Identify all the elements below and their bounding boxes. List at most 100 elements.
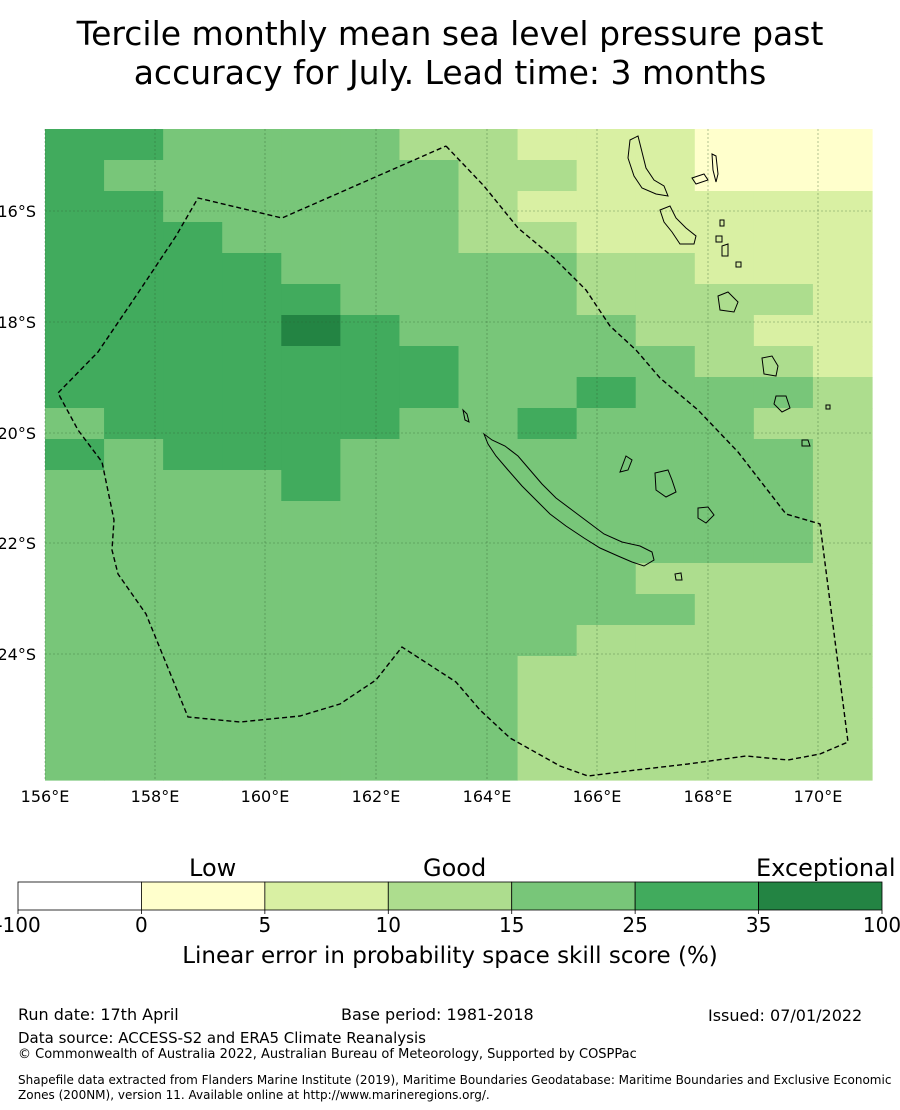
grid-cell: [576, 160, 637, 192]
island-epi: [721, 243, 729, 257]
grid-cell: [458, 470, 519, 502]
skill-grid: [45, 129, 873, 781]
grid-cell: [576, 222, 637, 254]
colorbar-ticks: -100 0 5 10 15 25 35 100: [0, 910, 900, 937]
grid-cell: [753, 532, 814, 564]
grid-cell: [222, 408, 282, 440]
base-period: Base period: 1981-2018: [341, 1005, 534, 1024]
grid-cell: [458, 377, 519, 409]
grid-cell: [399, 594, 460, 626]
grid-cell: [753, 501, 814, 533]
grid-cell: [812, 129, 873, 161]
grid-cell: [45, 749, 105, 781]
grid-cell: [222, 501, 282, 533]
grid-cell: [163, 377, 223, 409]
issued-date: Issued: 07/01/2022: [708, 1006, 863, 1025]
grid-cell: [340, 625, 401, 657]
grid-cell: [163, 315, 223, 347]
grid-cell: [576, 501, 637, 533]
map-title: Tercile monthly mean sea level pressure …: [0, 14, 900, 92]
grid-cell: [104, 718, 164, 750]
grid-cell: [340, 253, 401, 285]
lat-tick-label: 24°S: [0, 645, 36, 664]
grid-cell: [104, 222, 164, 254]
grid-cell: [399, 315, 460, 347]
grid-cell: [281, 625, 341, 657]
grid-cell: [45, 532, 105, 564]
grid-cell: [694, 594, 755, 626]
grid-cell: [399, 501, 460, 533]
grid-cell: [163, 191, 223, 223]
legend-category-exceptional: Exceptional: [756, 854, 896, 882]
grid-cell: [45, 222, 105, 254]
grid-cell: [694, 129, 755, 161]
grid-cell: [222, 470, 282, 502]
grid-cell: [222, 253, 282, 285]
grid-cell: [517, 346, 578, 378]
grid-cell: [340, 687, 401, 719]
grid-cell: [458, 501, 519, 533]
grid-cell: [694, 315, 755, 347]
lon-tick-label: 164°E: [463, 787, 512, 806]
grid-cell: [458, 284, 519, 316]
grid-cell: [458, 594, 519, 626]
grid-cell: [458, 191, 519, 223]
island-pines: [674, 572, 683, 581]
island-small-4: [719, 219, 725, 227]
grid-cell: [222, 625, 282, 657]
grid-cell: [458, 625, 519, 657]
grid-cell: [635, 625, 696, 657]
grid-cell: [635, 563, 696, 595]
longitude-tick-labels: 156°E 158°E 160°E 162°E 164°E 166°E 168°E 170°E: [21, 787, 843, 806]
grid-cell: [281, 346, 341, 378]
grid-cell: [812, 377, 873, 409]
grid-cell: [517, 470, 578, 502]
grid-cell: [458, 718, 519, 750]
island-erromango: [761, 355, 779, 377]
grid-cell: [104, 656, 164, 688]
grid-cell: [517, 191, 578, 223]
grid-cell: [163, 160, 223, 192]
grid-cell: [222, 315, 282, 347]
grid-cell: [517, 377, 578, 409]
grid-cell: [812, 408, 873, 440]
grid-cell: [281, 501, 341, 533]
lon-tick-label: 162°E: [352, 787, 401, 806]
grid-cell: [694, 687, 755, 719]
grid-cell: [635, 532, 696, 564]
grid-cell: [340, 594, 401, 626]
legend-category-good: Good: [423, 854, 487, 882]
grid-cell: [340, 408, 401, 440]
grid-cell: [222, 749, 282, 781]
island-malakula: [659, 205, 697, 245]
grid-cell: [812, 191, 873, 223]
grid-cell: [399, 129, 460, 161]
grid-cell: [340, 470, 401, 502]
grid-cell: [163, 439, 223, 471]
colorbar-bin: [758, 881, 883, 911]
grid-cell: [340, 718, 401, 750]
colorbar-tick-label: -100: [0, 913, 41, 937]
grid-cell: [635, 408, 696, 440]
grid-cell: [340, 160, 401, 192]
grid-cell: [635, 718, 696, 750]
island-small-3: [825, 404, 831, 410]
grid-cell: [753, 408, 814, 440]
grid-cell: [222, 284, 282, 316]
grid-cell: [163, 408, 223, 440]
grid-cell: [222, 687, 282, 719]
grid-cell: [458, 563, 519, 595]
grid-cell: [694, 408, 755, 440]
grid-cell: [694, 222, 755, 254]
grid-cell: [281, 129, 341, 161]
grid-cell: [222, 656, 282, 688]
grid-cell: [340, 532, 401, 564]
skill-map: 156°E 158°E 160°E 162°E 164°E 166°E 168°E 170°E…: [0, 129, 873, 806]
grid-cell: [753, 315, 814, 347]
grid-cell: [104, 594, 164, 626]
grid-cell: [576, 191, 637, 223]
grid-cell: [517, 749, 578, 781]
grid-cell: [340, 656, 401, 688]
grid-cell: [812, 594, 873, 626]
grid-cell: [753, 129, 814, 161]
